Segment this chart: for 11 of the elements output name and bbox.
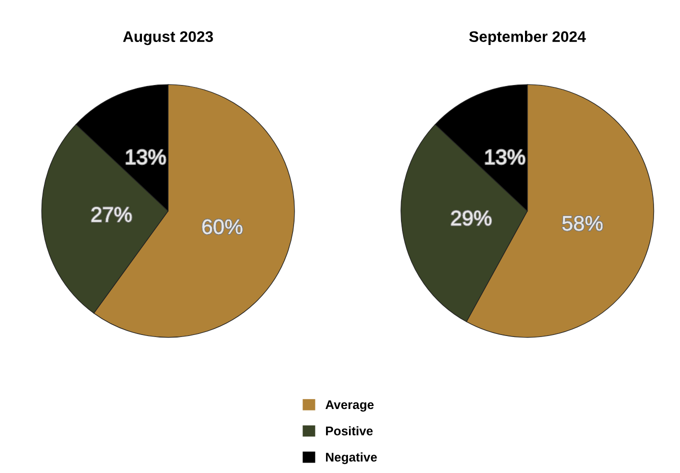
- chart-title: August 2023: [123, 31, 213, 46]
- data-label: 29%: [451, 210, 492, 226]
- data-label: 27%: [92, 207, 132, 222]
- data-label: 58%: [562, 216, 603, 231]
- data-label: 60%: [202, 219, 242, 234]
- chart-title: September 2024: [469, 30, 586, 46]
- data-label: 13%: [485, 150, 525, 164]
- legend-label: Average: [326, 400, 374, 412]
- legend-label: Negative: [326, 452, 377, 464]
- data-label: 13%: [126, 150, 166, 164]
- legend-label: Positive: [326, 426, 373, 436]
